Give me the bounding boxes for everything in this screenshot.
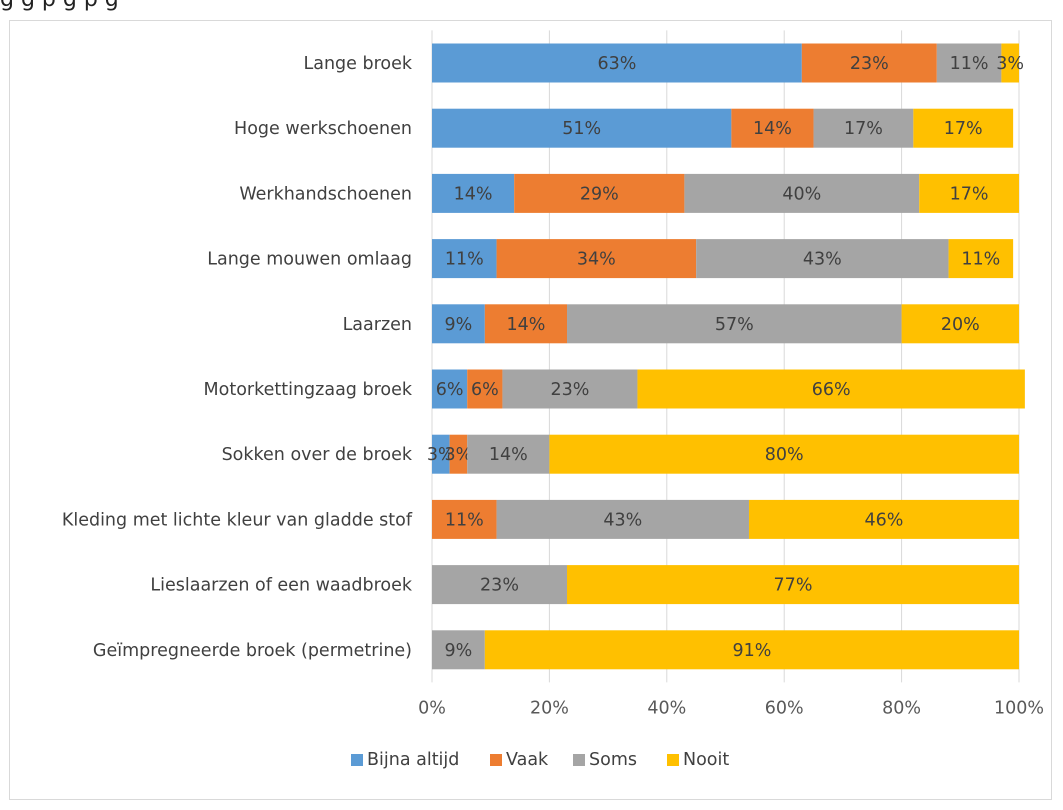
category-label: Lange broek [303, 54, 412, 74]
data-label-soms: 57% [715, 315, 754, 335]
x-tick-label: 40% [647, 698, 686, 718]
data-label-vaak: 6% [471, 380, 499, 400]
data-label-soms: 17% [844, 119, 883, 139]
data-label-vaak: 23% [850, 54, 889, 74]
category-label: Hoge werkschoenen [234, 119, 412, 139]
legend-swatch-vaak [490, 754, 502, 766]
legend-label-nooit: Nooit [683, 750, 729, 770]
legend-label-vaak: Vaak [506, 750, 549, 770]
category-label: Sokken over de broek [222, 445, 413, 465]
data-label-nooit: 91% [732, 641, 771, 661]
data-label-soms: 9% [445, 641, 473, 661]
data-label-nooit: 20% [941, 315, 980, 335]
data-label-bijna-altijd: 6% [436, 380, 464, 400]
data-label-nooit: 17% [950, 184, 989, 204]
data-label-nooit: 46% [865, 510, 904, 530]
x-tick-label: 0% [418, 698, 446, 718]
data-label-nooit: 17% [944, 119, 983, 139]
data-label-bijna-altijd: 63% [597, 54, 636, 74]
data-label-soms: 23% [550, 380, 589, 400]
data-label-nooit: 80% [765, 445, 804, 465]
data-label-soms: 23% [480, 576, 519, 596]
data-label-bijna-altijd: 14% [454, 184, 493, 204]
data-label-soms: 11% [950, 54, 989, 74]
data-label-soms: 14% [489, 445, 528, 465]
data-label-vaak: 14% [506, 315, 545, 335]
data-label-nooit: 66% [812, 380, 851, 400]
category-label: Lange mouwen omlaag [207, 250, 412, 270]
data-label-vaak: 34% [577, 250, 616, 270]
bars: 63% 23% 11% 3% 51% 14% 17% 17% 14% 29% 40% 17% 11% 34… [427, 44, 1025, 670]
x-tick-label: 100% [994, 698, 1044, 718]
stacked-bar-chart: 63% 23% 11% 3% 51% 14% 17% 17% 14% 29% 40% 17% 11% 34… [10, 21, 1053, 801]
x-tick-label: 80% [882, 698, 921, 718]
legend: Bijna altijd Vaak Soms Nooit [351, 750, 729, 770]
category-labels: Lange broek Hoge werkschoenen Werkhandscho… [62, 54, 413, 661]
data-label-soms: 43% [803, 250, 842, 270]
category-label: Motorkettingzaag broek [204, 380, 413, 400]
category-label: Lieslaarzen of een waadbroek [150, 576, 412, 596]
category-label: Werkhandschoenen [239, 184, 412, 204]
data-label-nooit: 11% [961, 250, 1000, 270]
legend-label-bijna-altijd: Bijna altijd [367, 750, 459, 770]
data-label-vaak: 14% [753, 119, 792, 139]
data-label-soms: 40% [782, 184, 821, 204]
data-label-nooit: 3% [996, 54, 1024, 74]
data-label-nooit: 77% [774, 576, 813, 596]
legend-swatch-bijna-altijd [351, 754, 363, 766]
x-tick-label: 20% [530, 698, 569, 718]
data-label-bijna-altijd: 51% [562, 119, 601, 139]
data-label-bijna-altijd: 9% [445, 315, 473, 335]
x-tick-label: 60% [765, 698, 804, 718]
data-label-bijna-altijd: 11% [445, 250, 484, 270]
legend-label-soms: Soms [589, 750, 637, 770]
legend-swatch-nooit [667, 754, 679, 766]
data-label-soms: 43% [603, 510, 642, 530]
category-label: Geïmpregneerde broek (permetrine) [93, 641, 412, 661]
legend-swatch-soms [573, 754, 585, 766]
x-axis-ticks: 0% 20% 40% 60% 80% 100% [418, 698, 1044, 718]
data-label-vaak: 29% [580, 184, 619, 204]
category-label: Laarzen [343, 315, 412, 335]
cut-off-caption: g g p g p g [0, 0, 1063, 13]
category-label: Kleding met lichte kleur van gladde stof [62, 510, 413, 530]
data-label-vaak: 11% [445, 510, 484, 530]
chart-frame: 63% 23% 11% 3% 51% 14% 17% 17% 14% 29% 40% 17% 11% 34… [9, 20, 1052, 800]
